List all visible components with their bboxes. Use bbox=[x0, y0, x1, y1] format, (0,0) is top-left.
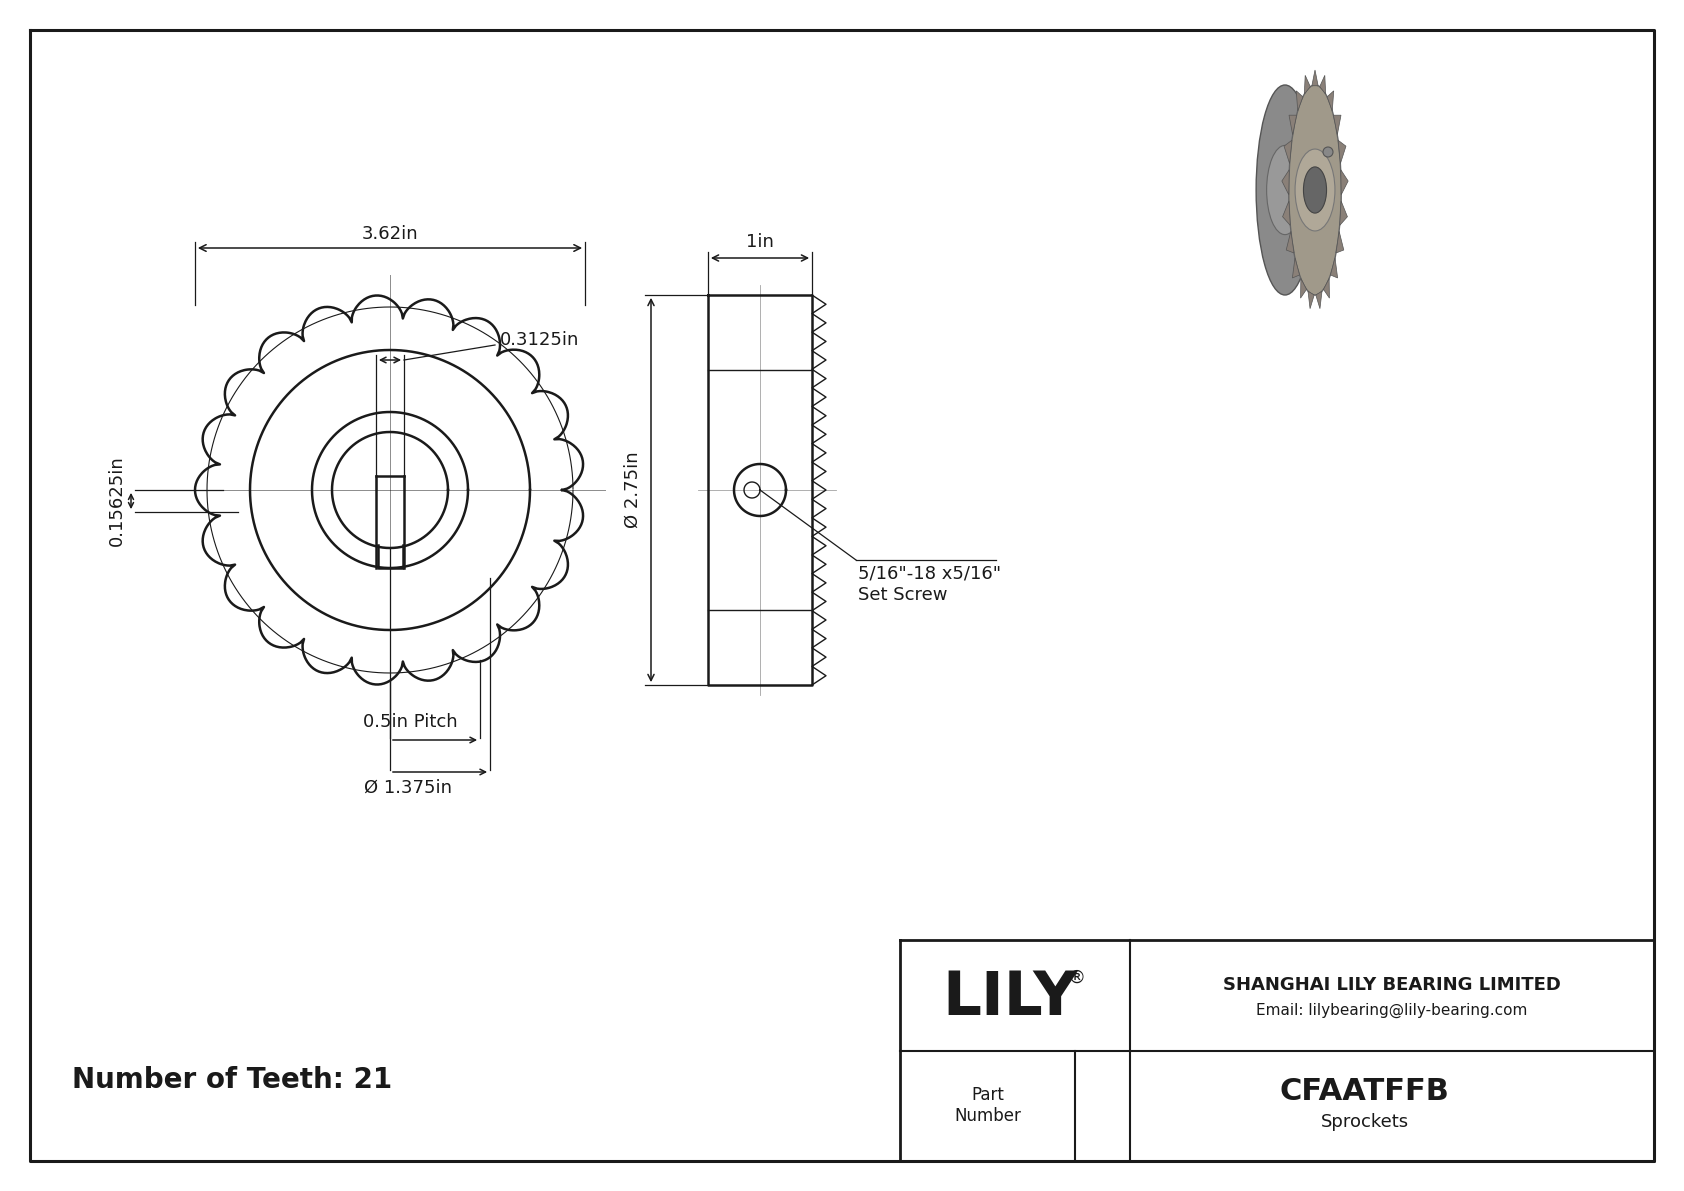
Text: 3.62in: 3.62in bbox=[362, 225, 418, 243]
Polygon shape bbox=[1297, 91, 1303, 111]
Ellipse shape bbox=[1266, 145, 1303, 235]
Text: CFAATFFB: CFAATFFB bbox=[1280, 1077, 1450, 1106]
Text: LILY: LILY bbox=[943, 968, 1078, 1028]
Polygon shape bbox=[1282, 169, 1290, 194]
Text: Part
Number: Part Number bbox=[955, 1086, 1021, 1125]
Polygon shape bbox=[1287, 231, 1293, 252]
Text: ®: ® bbox=[1068, 968, 1086, 986]
Ellipse shape bbox=[1295, 149, 1335, 231]
Polygon shape bbox=[1283, 201, 1290, 225]
Ellipse shape bbox=[1256, 85, 1314, 295]
Polygon shape bbox=[1292, 258, 1300, 278]
Polygon shape bbox=[1320, 75, 1325, 94]
Polygon shape bbox=[1340, 169, 1349, 194]
Text: Sprockets: Sprockets bbox=[1320, 1112, 1408, 1130]
Polygon shape bbox=[1305, 75, 1310, 94]
Text: 1in: 1in bbox=[746, 233, 775, 251]
Text: 0.15625in: 0.15625in bbox=[108, 456, 126, 547]
Ellipse shape bbox=[1303, 167, 1327, 213]
Polygon shape bbox=[1288, 116, 1297, 135]
Text: Email: lilybearing@lily-bearing.com: Email: lilybearing@lily-bearing.com bbox=[1256, 1003, 1527, 1018]
Text: Ø 1.375in: Ø 1.375in bbox=[364, 779, 451, 797]
Circle shape bbox=[1324, 146, 1334, 157]
Polygon shape bbox=[1335, 231, 1344, 252]
Polygon shape bbox=[1312, 70, 1319, 86]
Ellipse shape bbox=[1288, 85, 1340, 295]
Polygon shape bbox=[1300, 279, 1307, 298]
Polygon shape bbox=[1340, 201, 1347, 225]
Polygon shape bbox=[1327, 91, 1334, 111]
Polygon shape bbox=[1315, 292, 1322, 308]
Polygon shape bbox=[1334, 116, 1340, 135]
Text: 0.5in Pitch: 0.5in Pitch bbox=[362, 713, 458, 731]
Text: Number of Teeth: 21: Number of Teeth: 21 bbox=[72, 1066, 392, 1095]
Text: 0.3125in: 0.3125in bbox=[500, 331, 579, 349]
Polygon shape bbox=[1330, 258, 1337, 278]
Polygon shape bbox=[1308, 292, 1314, 308]
Polygon shape bbox=[1339, 141, 1346, 163]
Text: 5/16"-18 x5/16"
Set Screw: 5/16"-18 x5/16" Set Screw bbox=[859, 565, 1000, 604]
Polygon shape bbox=[1324, 279, 1329, 298]
Polygon shape bbox=[1283, 141, 1292, 163]
Text: SHANGHAI LILY BEARING LIMITED: SHANGHAI LILY BEARING LIMITED bbox=[1223, 977, 1561, 994]
Text: Ø 2.75in: Ø 2.75in bbox=[625, 451, 642, 529]
